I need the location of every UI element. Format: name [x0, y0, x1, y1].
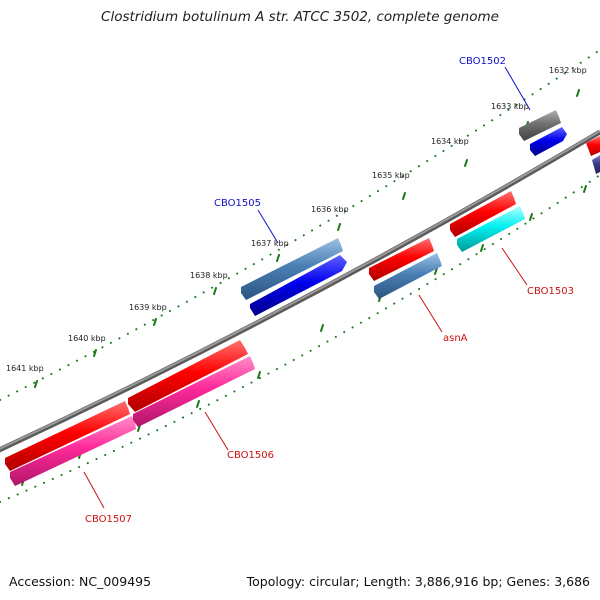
gene-label-cbo1502[interactable]: CBO1502: [459, 56, 506, 67]
inner-major-tick: [480, 244, 484, 252]
gene-label-cbo1505[interactable]: CBO1505: [214, 198, 261, 209]
genome-backbone: [0, 129, 600, 453]
leader-cbo1507: [83, 471, 105, 509]
tick-label: 1633 kbp: [491, 102, 529, 111]
major-tick: [93, 349, 97, 357]
inner-tick-dots: [0, 174, 600, 503]
major-tick: [153, 318, 157, 326]
gene-label-cbo1503[interactable]: CBO1503: [527, 286, 574, 297]
tick-label: 1640 kbp: [68, 334, 106, 343]
inner-major-tick: [320, 324, 324, 332]
leader-cbo1503: [501, 247, 528, 286]
inner-major-tick: [196, 400, 200, 408]
gene-feature-cbo1505-forward[interactable]: [241, 238, 343, 300]
gene-feature-cbo1503-reverse[interactable]: [457, 206, 525, 252]
gene-feature-cbo1502-forward[interactable]: [519, 110, 561, 141]
gene-feature-edge-reverse[interactable]: [592, 155, 600, 174]
gene-feature-asna-reverse[interactable]: [374, 253, 442, 299]
leader-cbo1506: [204, 411, 229, 451]
reverse-strand-features: [10, 127, 600, 486]
coordinate-labels: 1632 kbp 1633 kbp 1634 kbp 1635 kbp 1636…: [6, 66, 587, 373]
outer-tick-ring: [0, 49, 600, 401]
gene-label-cbo1507[interactable]: CBO1507: [85, 514, 132, 525]
major-tick: [337, 223, 341, 231]
gene-feature-cbo1507-forward[interactable]: [5, 401, 130, 471]
outer-tick-dots: [0, 49, 600, 401]
inner-major-tick: [583, 185, 587, 193]
tick-label: 1634 kbp: [431, 137, 469, 146]
tick-label: 1639 kbp: [129, 303, 167, 312]
leader-asna: [418, 294, 443, 333]
major-tick: [213, 287, 217, 295]
tick-label: 1637 kbp: [251, 239, 289, 248]
inner-major-tick: [257, 371, 261, 379]
gene-feature-cbo1503-forward[interactable]: [450, 191, 516, 237]
tick-label: 1638 kbp: [190, 271, 228, 280]
gene-feature-cbo1507-reverse[interactable]: [10, 416, 136, 486]
gene-feature-cbo1506-forward[interactable]: [128, 340, 248, 412]
forward-strand-features: [5, 110, 600, 471]
leader-cbo1502: [504, 66, 531, 111]
inner-major-tick: [434, 267, 438, 275]
gene-feature-cbo1506-reverse[interactable]: [133, 356, 255, 427]
gene-feature-cbo1505-reverse[interactable]: [250, 255, 347, 316]
leader-cbo1505: [257, 209, 279, 244]
tick-label: 1641 kbp: [6, 364, 44, 373]
gene-feature-asna-forward[interactable]: [369, 238, 434, 281]
major-tick: [276, 254, 280, 262]
gene-label-asna[interactable]: asnA: [443, 333, 468, 344]
gene-labels: CBO1502 CBO1503 asnA CBO1505 CBO1506 CBO…: [85, 56, 574, 525]
genome-summary-text: Topology: circular; Length: 3,886,916 bp…: [246, 574, 590, 589]
major-tick: [464, 159, 468, 167]
accession-text: Accession: NC_009495: [9, 574, 152, 589]
tick-label: 1636 kbp: [311, 205, 349, 214]
map-title: Clostridium botulinum A str. ATCC 3502, …: [101, 9, 499, 25]
major-tick: [576, 89, 580, 97]
major-tick: [402, 192, 406, 200]
gene-feature-edge-forward[interactable]: [586, 136, 600, 156]
label-leader-lines: [83, 66, 531, 509]
tick-label: 1632 kbp: [549, 66, 587, 75]
gene-label-cbo1506[interactable]: CBO1506: [227, 450, 274, 461]
major-tick: [34, 380, 38, 388]
inner-major-tick: [529, 213, 533, 221]
tick-label: 1635 kbp: [372, 171, 410, 180]
gene-feature-cbo1502-reverse[interactable]: [530, 127, 567, 156]
